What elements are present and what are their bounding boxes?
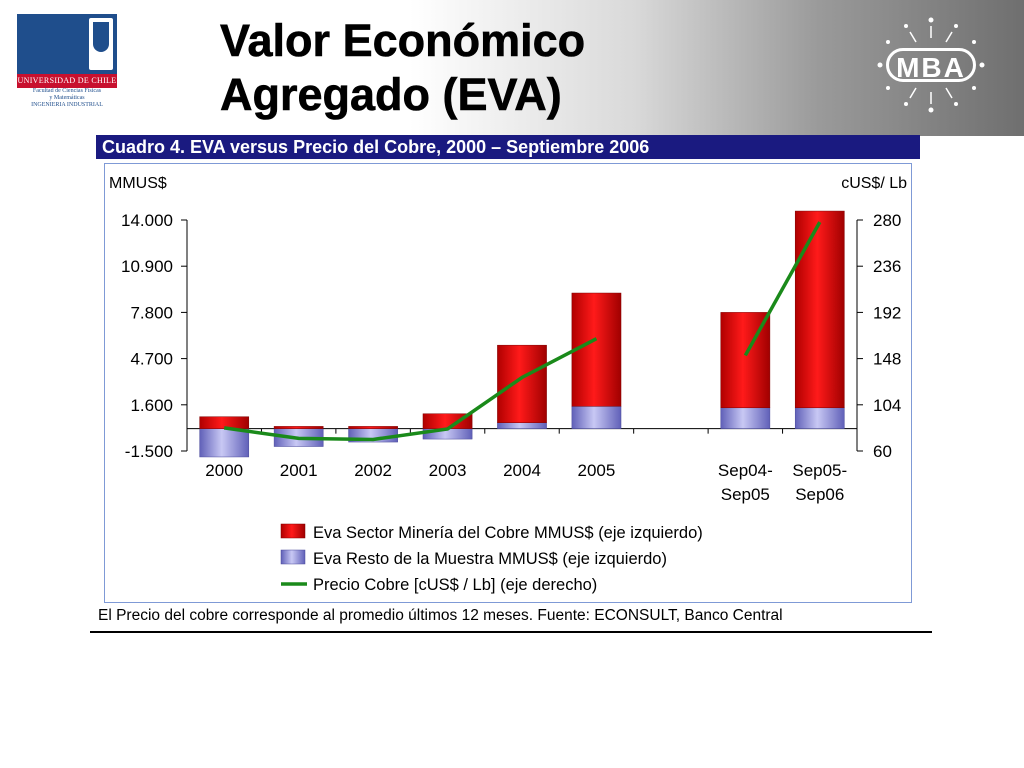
universidad-de-chile-logo: UNIVERSIDAD DE CHILE Facultad de Ciencia… bbox=[17, 14, 117, 115]
logo-faculty-line2: y Matemáticas bbox=[49, 95, 85, 101]
bar-cobre bbox=[199, 416, 250, 429]
legend-label: Eva Resto de la Muestra MMUS$ (eje izqui… bbox=[313, 550, 667, 568]
category-label: Sep05- bbox=[792, 461, 847, 480]
right-axis-label: cUS$/ Lb bbox=[841, 175, 907, 192]
left-tick-label: 7.800 bbox=[130, 303, 173, 322]
price-line bbox=[743, 221, 822, 357]
left-axis-label: MMUS$ bbox=[109, 175, 167, 192]
right-tick-label: 60 bbox=[873, 442, 892, 461]
source-note: El Precio del cobre corresponde al prome… bbox=[98, 607, 783, 624]
bar-cobre bbox=[794, 210, 845, 409]
legend-label: Precio Cobre [cUS$ / Lb] (eje derecho) bbox=[313, 576, 597, 594]
bar-cobre bbox=[273, 426, 324, 429]
right-tick-label: 192 bbox=[873, 303, 901, 322]
logo-faculty-line1: Facultad de Ciencias Físicas bbox=[32, 88, 102, 94]
bar-resto bbox=[794, 407, 845, 429]
logo-university-name: UNIVERSIDAD DE CHILE bbox=[17, 74, 117, 88]
category-label: Sep05 bbox=[721, 485, 770, 504]
legend-swatch bbox=[280, 523, 306, 539]
bar-resto bbox=[497, 422, 547, 429]
bar-cobre bbox=[571, 292, 622, 407]
figure-bottom-rule bbox=[90, 631, 932, 633]
right-tick-label: 236 bbox=[873, 257, 901, 276]
category-label: Sep06 bbox=[795, 485, 844, 504]
page-title-line1: Valor Económico bbox=[220, 15, 586, 67]
left-tick-label: 1.600 bbox=[130, 396, 173, 415]
page-title-line2: Agregado (EVA) bbox=[220, 69, 562, 121]
category-label: 2002 bbox=[354, 461, 392, 480]
logo-blue-panel bbox=[17, 14, 117, 74]
category-label: 2003 bbox=[429, 461, 467, 480]
category-label: Sep04- bbox=[718, 461, 773, 480]
right-tick-label: 148 bbox=[873, 350, 901, 369]
bar-cobre bbox=[348, 426, 398, 429]
page-title: Valor Económico Agregado (EVA) bbox=[220, 14, 780, 122]
bar-resto bbox=[199, 428, 250, 458]
mba-logo-text: MBA bbox=[886, 48, 976, 83]
left-tick-label: -1.500 bbox=[125, 442, 173, 461]
category-label: 2000 bbox=[205, 461, 243, 480]
legend-label: Eva Sector Minería del Cobre MMUS$ (eje … bbox=[313, 524, 703, 542]
eva-chart: MMUS$ cUS$/ Lb 14.000 10.900 7.800 4.700 1.600… bbox=[109, 175, 907, 594]
mba-stars-icon bbox=[877, 17, 985, 113]
mba-logo: MBA bbox=[866, 14, 996, 116]
right-tick-label: 104 bbox=[873, 396, 901, 415]
legend-swatch bbox=[280, 549, 306, 565]
chart-frame: MMUS$ cUS$/ Lb 14.000 10.900 7.800 4.700 1.600… bbox=[104, 163, 912, 603]
left-tick-label: 4.700 bbox=[130, 350, 173, 369]
category-label: 2001 bbox=[280, 461, 318, 480]
logo-faculty-line3: INGENIERIA INDUSTRIAL bbox=[31, 102, 103, 108]
left-tick-label: 10.900 bbox=[121, 257, 173, 276]
category-label: 2004 bbox=[503, 461, 541, 480]
figure-title-band: Cuadro 4. EVA versus Precio del Cobre, 2… bbox=[96, 135, 920, 159]
logo-faculty-text: Facultad de Ciencias Físicas y Matemátic… bbox=[17, 88, 117, 115]
crest-icon bbox=[89, 18, 113, 70]
bar-cobre bbox=[497, 344, 547, 423]
bar-resto bbox=[571, 406, 622, 429]
right-tick-label: 280 bbox=[873, 211, 901, 230]
bar-resto bbox=[720, 407, 771, 429]
figure-title: Cuadro 4. EVA versus Precio del Cobre, 2… bbox=[102, 137, 650, 157]
left-tick-label: 14.000 bbox=[121, 211, 173, 230]
category-label: 2005 bbox=[578, 461, 616, 480]
price-line bbox=[223, 337, 598, 442]
